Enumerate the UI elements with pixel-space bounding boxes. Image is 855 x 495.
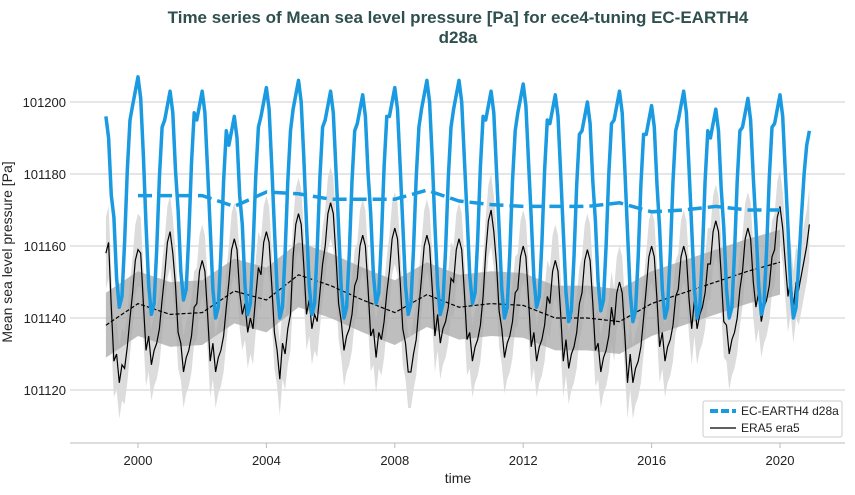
y-tick-label: 101120 — [24, 383, 66, 398]
model-running-mean-line — [138, 188, 780, 214]
legend: EC-EARTH4 d28a ERA5 era5 — [702, 400, 843, 438]
x-tick-label: 2004 — [252, 453, 281, 468]
legend-box — [702, 400, 843, 438]
era5-monthly-line — [105, 202, 810, 383]
y-tick-label: 101200 — [23, 95, 66, 110]
x-axis-label: time — [445, 470, 472, 486]
y-tick-label: 101180 — [24, 167, 66, 182]
model-monthly-line — [104, 75, 812, 324]
x-tick-label: 2020 — [766, 453, 795, 468]
series-lines — [104, 75, 812, 383]
x-tick-label: 2012 — [509, 453, 538, 468]
chart-title-line-1: Time series of Mean sea level pressure [… — [168, 8, 749, 27]
x-tick-label: 2000 — [124, 453, 153, 468]
legend-label-model: EC-EARTH4 d28a — [741, 404, 839, 418]
y-axis-label: Mean sea level pressure [Pa] — [0, 161, 15, 342]
x-tick-label: 2016 — [637, 453, 666, 468]
x-tick-label: 2008 — [380, 453, 409, 468]
y-ticks: 101120 101140 101160 101180 101200 — [23, 95, 66, 398]
y-tick-label: 101140 — [24, 311, 66, 326]
y-tick-label: 101160 — [24, 239, 66, 254]
chart-title-line-2: d28a — [439, 28, 478, 47]
x-ticks: 2000 2004 2008 2012 2016 2020 — [124, 443, 795, 468]
legend-label-era5: ERA5 era5 — [741, 421, 800, 435]
